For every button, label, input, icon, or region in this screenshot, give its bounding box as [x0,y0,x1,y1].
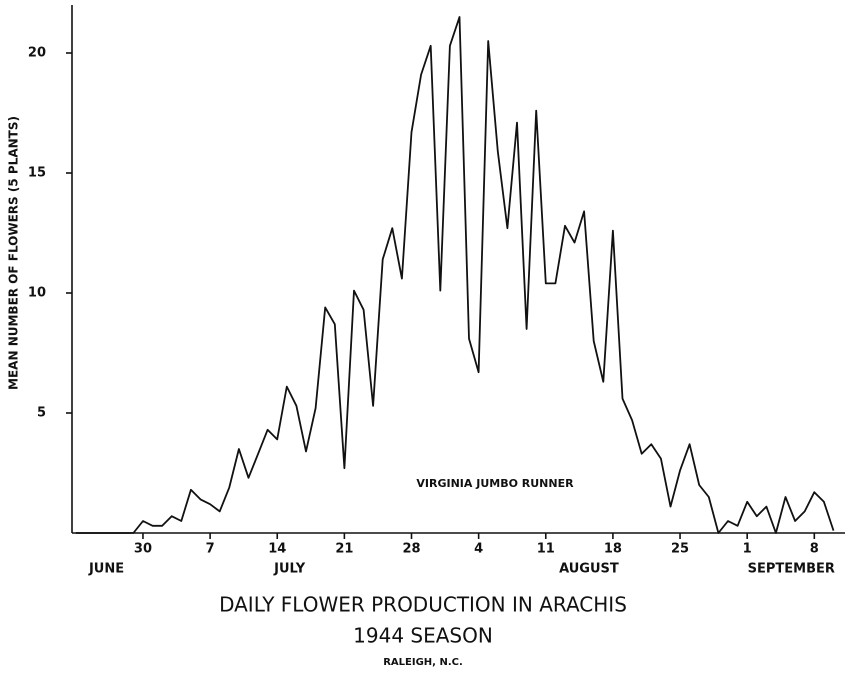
note: RALEIGH, N.C. [383,657,463,668]
x-tick-label: 18 [604,542,622,557]
y-tick-label: 5 [37,406,46,421]
data-line [75,16,835,534]
x-tick-label: 1 [743,542,752,557]
x-tick-label: 30 [134,542,152,557]
month-label: JULY [273,562,306,577]
x-tick-label: 11 [537,542,555,557]
x-tick-label: 4 [474,542,483,557]
month-label: JUNE [88,562,124,577]
month-label: AUGUST [559,562,619,577]
month-label: SEPTEMBER [748,562,835,577]
annotation: VIRGINIA JUMBO RUNNER [416,477,574,490]
x-tick-label: 14 [268,542,286,557]
y-tick-label: 20 [28,46,46,61]
chart-title: DAILY FLOWER PRODUCTION IN ARACHIS [219,593,627,617]
y-tick-label: 15 [28,166,46,181]
y-axis-label: MEAN NUMBER OF FLOWERS (5 PLANTS) [7,116,21,390]
x-tick-label: 7 [206,542,215,557]
x-tick-label: 28 [402,542,420,557]
x-tick-label: 8 [810,542,819,557]
y-tick-label: 10 [28,286,46,301]
x-tick-label: 25 [671,542,689,557]
chart-subtitle: 1944 SEASON [353,624,493,648]
x-tick-label: 21 [335,542,353,557]
